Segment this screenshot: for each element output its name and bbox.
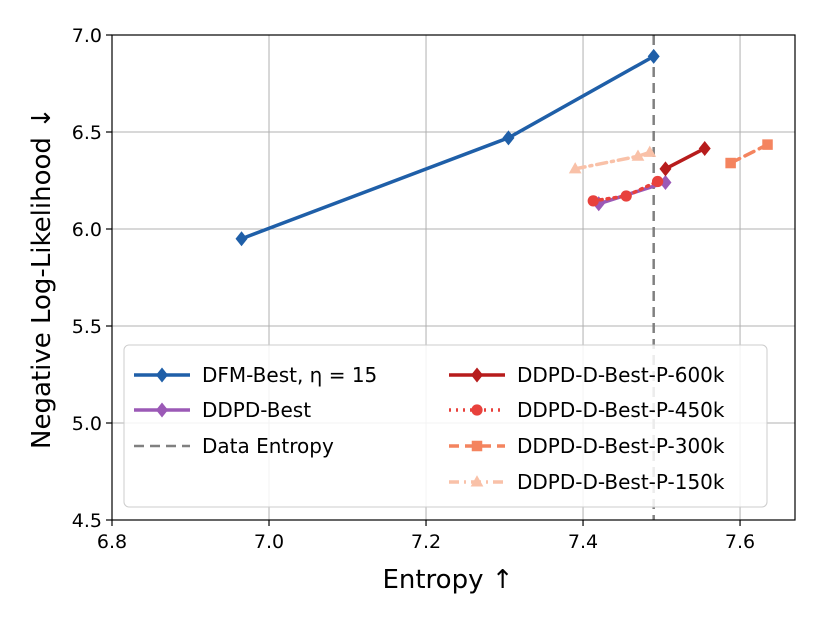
data-point <box>568 162 582 174</box>
legend-item: Data Entropy <box>134 434 334 458</box>
series-line <box>663 146 707 171</box>
data-point <box>659 161 672 177</box>
series-0 <box>235 48 660 247</box>
series-2 <box>659 140 711 177</box>
legend-item: DDPD-D-Best-P-600k <box>449 363 725 387</box>
legend-box <box>123 344 768 508</box>
legend-marker <box>471 367 483 383</box>
y-tick-label: 6.0 <box>72 219 102 241</box>
legend-marker <box>471 404 483 416</box>
data-point <box>235 231 248 247</box>
data-point <box>587 195 599 207</box>
legend-label: DFM-Best, η = 15 <box>202 363 377 387</box>
legend-item: DDPD-D-Best-P-450k <box>449 398 725 422</box>
y-tick-label: 6.5 <box>72 122 102 144</box>
legend-marker <box>471 440 483 452</box>
plot-frame <box>111 34 796 521</box>
data-point <box>631 149 645 161</box>
y-axis-label: Negative Log-Likelihood ↓ <box>27 107 57 449</box>
x-tick-label: 7.0 <box>254 531 284 553</box>
legend-label: DDPD-D-Best-P-300k <box>517 434 725 458</box>
x-tick-label: 7.2 <box>411 531 441 553</box>
data-point <box>762 139 773 150</box>
data-point <box>620 190 632 202</box>
series-3 <box>587 175 664 207</box>
x-axis-label: Entropy ↑ <box>382 565 513 595</box>
legend-item: DDPD-D-Best-P-150k <box>449 470 725 494</box>
legend-label: DDPD-Best <box>202 398 311 422</box>
data-point <box>651 175 664 188</box>
legend-marker <box>156 402 168 418</box>
x-tick-label: 7.6 <box>725 531 755 553</box>
legend-label: DDPD-D-Best-P-600k <box>517 363 725 387</box>
series-4 <box>725 139 773 169</box>
legend-label: Data Entropy <box>202 434 334 458</box>
legend-item: DDPD-D-Best-P-300k <box>449 434 725 458</box>
legend-label: DDPD-D-Best-P-450k <box>517 398 725 422</box>
data-point <box>647 48 660 64</box>
series-5 <box>568 145 657 174</box>
y-tick-label: 7.0 <box>72 25 102 47</box>
data-point <box>502 130 515 146</box>
legend-item: DDPD-Best <box>134 398 311 422</box>
x-axis-ticks: 6.8 7.0 7.2 7.4 7.6 <box>97 520 755 553</box>
x-tick-label: 7.4 <box>568 531 598 553</box>
series-line <box>728 142 770 165</box>
series-layer <box>235 48 773 247</box>
legend-label: DDPD-D-Best-P-150k <box>517 470 725 494</box>
y-tick-label: 4.5 <box>72 510 102 532</box>
data-point <box>725 157 736 169</box>
y-tick-label: 5.5 <box>72 316 102 338</box>
legend-marker <box>470 475 484 487</box>
y-tick-label: 5.0 <box>72 413 102 435</box>
data-point <box>643 145 657 157</box>
series-line <box>239 54 656 241</box>
legend-item: DFM-Best, η = 15 <box>134 363 377 387</box>
y-axis-ticks: 4.5 5.0 5.5 6.0 6.5 7.0 <box>72 25 112 532</box>
legend-marker <box>156 367 168 383</box>
data-point <box>698 140 711 156</box>
x-tick-label: 6.8 <box>97 531 127 553</box>
legend: DFM-Best, η = 15 DDPD-Best Data Entropy DDP… <box>123 344 768 508</box>
